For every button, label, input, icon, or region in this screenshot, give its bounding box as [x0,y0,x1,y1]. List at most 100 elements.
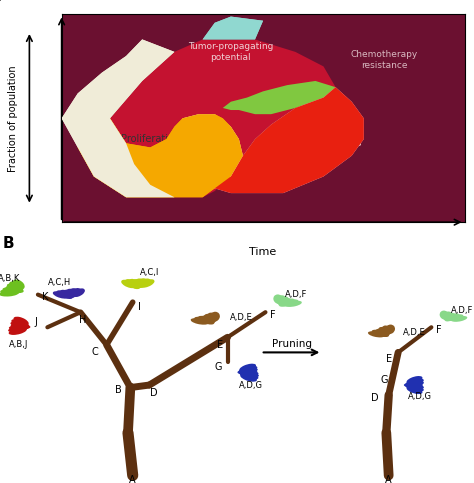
Ellipse shape [447,313,459,321]
Text: B: B [115,385,122,395]
Text: I: I [138,302,141,312]
Ellipse shape [404,382,423,388]
Text: Proliferation: Proliferation [121,134,180,144]
Ellipse shape [240,374,257,382]
Text: A,C,H: A,C,H [47,278,71,286]
Ellipse shape [237,369,257,375]
Ellipse shape [238,368,258,374]
Ellipse shape [240,372,258,380]
Ellipse shape [9,327,27,335]
Ellipse shape [65,289,75,298]
Polygon shape [78,114,243,197]
Text: A,D,E: A,D,E [230,313,253,322]
Ellipse shape [204,314,215,324]
Ellipse shape [131,279,142,289]
Ellipse shape [385,325,395,334]
Ellipse shape [201,315,215,325]
Text: Tumor-propagating
potential: Tumor-propagating potential [188,42,273,61]
Ellipse shape [10,321,29,328]
Ellipse shape [138,279,151,288]
Text: C: C [91,347,98,357]
Text: A: A [129,475,136,483]
Text: A,B,J: A,B,J [9,341,28,349]
Ellipse shape [140,279,155,288]
Text: Survival: Survival [98,76,138,86]
Ellipse shape [73,288,85,297]
Ellipse shape [279,298,291,307]
Polygon shape [202,87,364,193]
Ellipse shape [133,279,144,288]
Polygon shape [78,114,243,197]
Ellipse shape [276,295,286,305]
Ellipse shape [239,364,256,372]
Ellipse shape [0,290,18,297]
Polygon shape [110,40,336,197]
Ellipse shape [281,298,295,306]
Ellipse shape [121,280,136,288]
Text: A,D,G: A,D,G [239,381,263,390]
Text: A: A [385,475,392,483]
Ellipse shape [405,384,424,389]
Text: A,B,K: A,B,K [0,274,21,283]
Ellipse shape [407,386,422,394]
Ellipse shape [407,376,422,384]
Ellipse shape [406,385,424,392]
Text: Chemotherapy
resistance: Chemotherapy resistance [350,51,418,70]
Text: D: D [371,393,378,403]
Ellipse shape [63,290,73,299]
Polygon shape [62,40,174,197]
Polygon shape [182,87,364,193]
Ellipse shape [56,290,70,298]
Text: A,C,I: A,C,I [140,268,159,277]
Text: K: K [42,292,48,302]
Ellipse shape [372,330,387,337]
Ellipse shape [198,316,213,324]
Text: Fraction of population: Fraction of population [8,65,18,171]
Text: A,D,G: A,D,G [408,392,431,401]
Ellipse shape [440,311,449,320]
Ellipse shape [0,289,20,295]
Text: F: F [270,310,275,320]
Ellipse shape [239,366,257,373]
Text: F: F [436,325,441,335]
Text: Time: Time [249,247,277,257]
Text: E: E [386,354,392,364]
Ellipse shape [273,295,283,304]
Ellipse shape [7,284,23,292]
Ellipse shape [406,379,424,385]
Ellipse shape [368,331,385,338]
Ellipse shape [451,316,467,322]
Text: A,D,F: A,D,F [451,306,474,315]
Ellipse shape [8,326,27,332]
Polygon shape [202,16,263,40]
Ellipse shape [285,301,302,307]
Text: H: H [79,315,87,325]
Ellipse shape [70,288,81,297]
Ellipse shape [136,278,147,288]
Text: J: J [34,317,37,327]
Ellipse shape [283,299,298,306]
Ellipse shape [194,317,210,324]
Text: E: E [218,340,223,350]
Ellipse shape [449,314,464,321]
Ellipse shape [378,327,390,336]
Text: A: A [0,0,1,4]
Ellipse shape [444,313,455,322]
Ellipse shape [12,280,25,290]
Ellipse shape [405,381,424,386]
Ellipse shape [6,286,24,293]
Ellipse shape [60,290,72,298]
Ellipse shape [128,279,140,289]
Ellipse shape [68,288,78,298]
Ellipse shape [382,326,392,335]
Text: Pruning: Pruning [272,339,311,349]
Text: A,D,E: A,D,E [403,328,426,337]
Polygon shape [62,14,465,222]
Ellipse shape [278,297,289,306]
Ellipse shape [238,370,258,376]
Polygon shape [62,40,174,197]
Polygon shape [202,16,263,40]
Ellipse shape [210,312,220,322]
Text: G: G [380,375,388,385]
Ellipse shape [11,319,28,327]
